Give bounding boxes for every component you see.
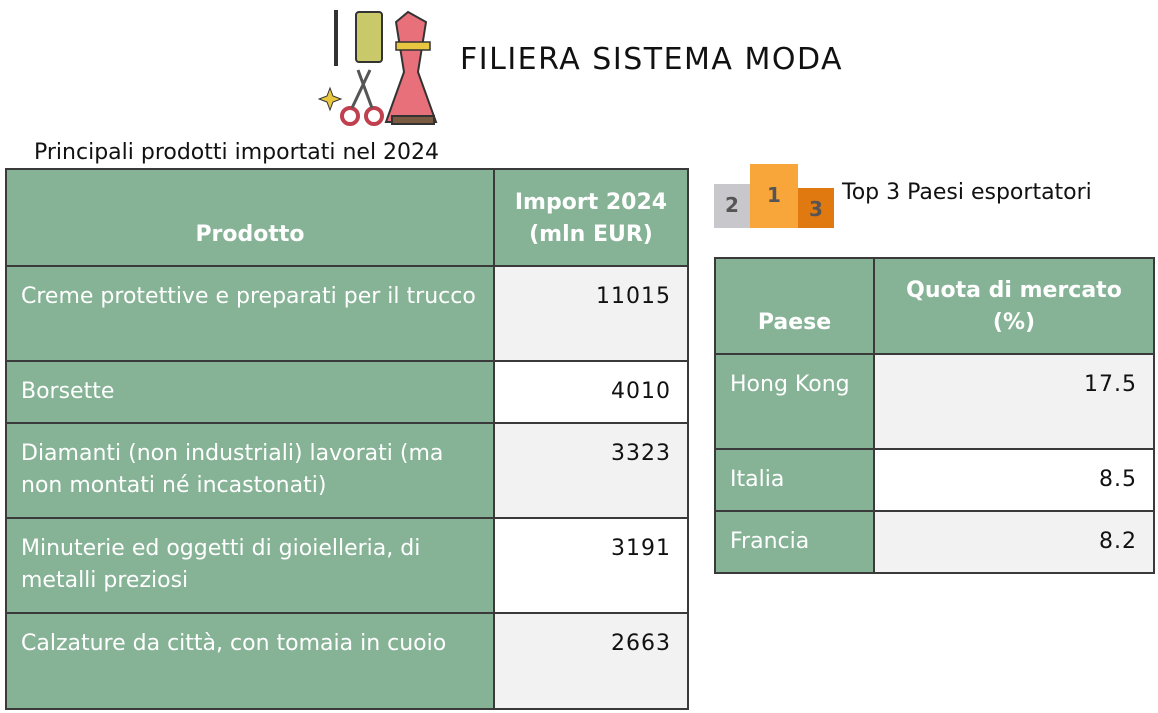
header-row: Prodotto Import 2024 (mln EUR): [5, 168, 689, 267]
row-label: Italia: [714, 448, 875, 512]
countries-caption: Top 3 Paesi esportatori: [842, 180, 1092, 205]
column-header: Import 2024 (mln EUR): [493, 168, 689, 267]
podium-icon: 2 1 3: [714, 164, 834, 228]
row-value: 8.5: [873, 448, 1155, 512]
row-value: 2663: [493, 612, 689, 710]
row-label: Francia: [714, 510, 875, 574]
table-row: Borsette 4010: [5, 360, 689, 424]
row-label: Borsette: [5, 360, 495, 424]
table-row: Francia 8.2: [714, 510, 1155, 574]
table-row: Diamanti (non industriali) lavorati (ma …: [5, 422, 689, 519]
svg-text:2: 2: [725, 193, 739, 217]
column-header: Paese: [714, 257, 875, 355]
products-caption: Principali prodotti importati nel 2024: [34, 140, 440, 165]
svg-text:1: 1: [767, 183, 781, 207]
row-value: 3191: [493, 517, 689, 614]
row-value: 4010: [493, 360, 689, 424]
column-header: Quota di mercato (%): [873, 257, 1155, 355]
fashion-icon: [318, 10, 438, 126]
row-label: Hong Kong: [714, 353, 875, 450]
row-label: Diamanti (non industriali) lavorati (ma …: [5, 422, 495, 519]
table-row: Calzature da città, con tomaia in cuoio 2…: [5, 612, 689, 710]
column-header: Prodotto: [5, 168, 495, 267]
row-value: 17.5: [873, 353, 1155, 450]
page-title: FILIERA SISTEMA MODA: [460, 42, 844, 77]
row-label: Minuterie ed oggetti di gioielleria, di …: [5, 517, 495, 614]
row-value: 11015: [493, 265, 689, 362]
row-label: Creme protettive e preparati per il truc…: [5, 265, 495, 362]
table-row: Creme protettive e preparati per il truc…: [5, 265, 689, 362]
header-row: Paese Quota di mercato (%): [714, 257, 1155, 355]
svg-text:3: 3: [809, 197, 823, 221]
countries-table: Paese Quota di mercato (%) Hong Kong 17.5 It…: [714, 257, 1155, 574]
table-row: Italia 8.5: [714, 448, 1155, 512]
table-row: Minuterie ed oggetti di gioielleria, di …: [5, 517, 689, 614]
products-table: Prodotto Import 2024 (mln EUR) Creme prote…: [5, 168, 689, 710]
row-value: 3323: [493, 422, 689, 519]
table-row: Hong Kong 17.5: [714, 353, 1155, 450]
row-value: 8.2: [873, 510, 1155, 574]
row-label: Calzature da città, con tomaia in cuoio: [5, 612, 495, 710]
